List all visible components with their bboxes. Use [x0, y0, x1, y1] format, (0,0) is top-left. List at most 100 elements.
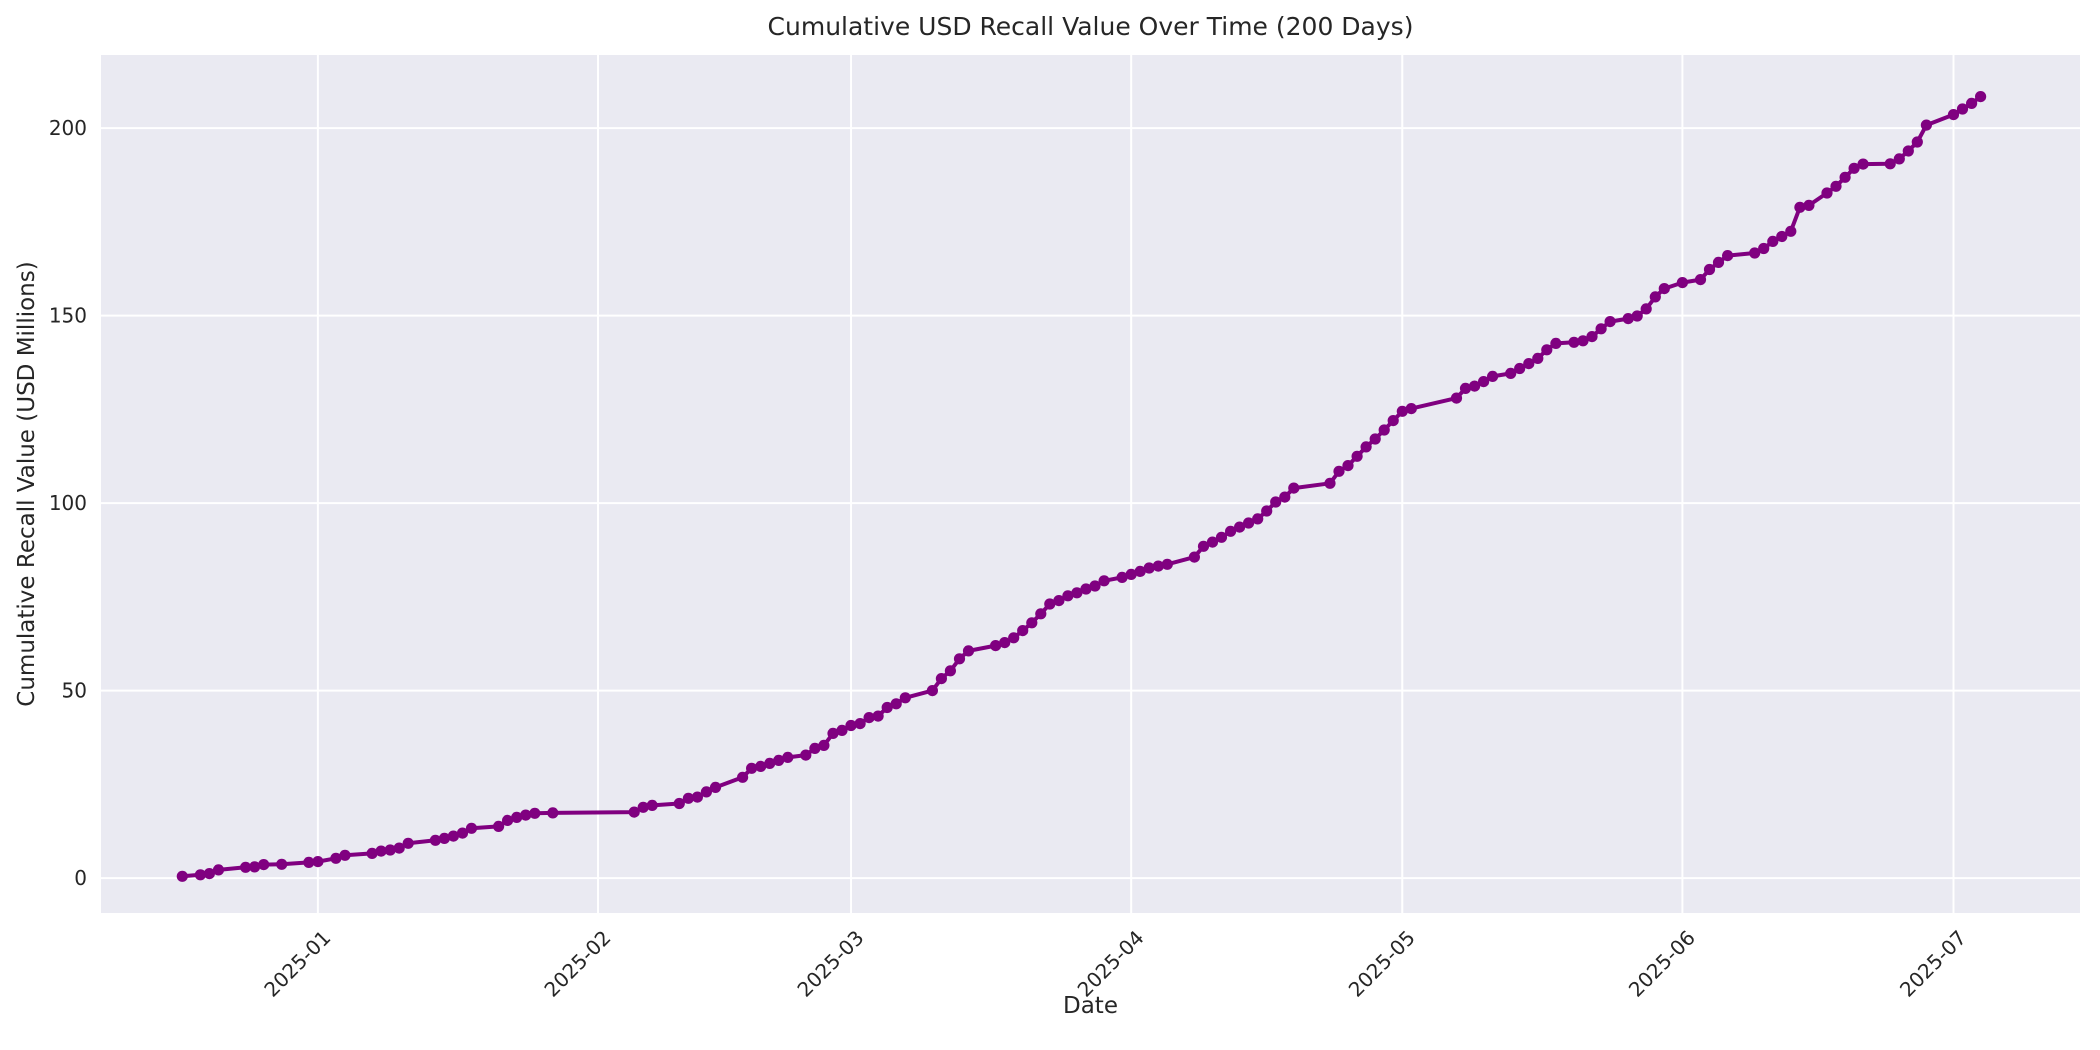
data-point-marker	[1749, 247, 1761, 259]
data-point-marker	[465, 822, 478, 834]
data-point-marker	[1586, 331, 1598, 343]
x-tick-label: 2025-06	[1624, 926, 1700, 1002]
data-point-marker	[1703, 263, 1716, 276]
data-point-marker	[1188, 551, 1200, 563]
data-point-marker	[1134, 565, 1146, 578]
data-point-marker	[1920, 119, 1932, 131]
data-point-marker	[1947, 109, 1960, 121]
data-point-marker	[1378, 424, 1390, 436]
data-point-marker	[1234, 521, 1246, 533]
y-tick-label: 200	[49, 116, 87, 140]
data-point-marker	[1152, 560, 1164, 572]
data-point-marker	[1080, 583, 1092, 595]
data-point-marker	[953, 653, 966, 665]
data-point-marker	[827, 727, 839, 740]
data-point-marker	[1595, 323, 1607, 335]
data-point-marker	[1568, 336, 1580, 348]
data-point-marker	[393, 842, 405, 854]
data-point-marker	[1469, 380, 1481, 392]
data-point-marker	[258, 859, 270, 871]
data-point-marker	[1658, 283, 1670, 295]
data-point-marker	[1776, 230, 1788, 243]
data-point-marker	[1143, 562, 1155, 574]
data-point-marker	[962, 645, 975, 657]
data-point-marker	[176, 870, 188, 882]
data-point-marker	[1116, 571, 1128, 584]
data-point-marker	[1098, 575, 1110, 587]
data-point-marker	[1514, 362, 1526, 375]
data-point-marker	[1215, 531, 1228, 543]
data-point-marker	[1071, 587, 1083, 599]
chart-title: Cumulative USD Recall Value Over Time (2…	[767, 12, 1414, 41]
data-markers	[176, 91, 1987, 882]
data-point-marker	[384, 844, 396, 856]
data-point-marker	[782, 751, 794, 764]
data-point-marker	[1785, 225, 1797, 237]
data-point-marker	[1676, 277, 1688, 289]
data-point-marker	[700, 786, 713, 798]
data-point-marker	[764, 757, 776, 770]
data-point-marker	[1351, 450, 1363, 462]
data-point-marker	[303, 856, 315, 869]
data-point-marker	[212, 864, 225, 876]
data-point-marker	[429, 834, 441, 846]
data-point-marker	[1523, 358, 1535, 370]
data-point-marker	[863, 712, 875, 724]
data-point-marker	[637, 801, 649, 813]
data-point-marker	[1975, 91, 1987, 103]
data-point-marker	[1125, 568, 1137, 581]
data-point-marker	[366, 847, 378, 860]
data-point-marker	[836, 724, 848, 737]
data-point-marker	[1288, 482, 1300, 494]
x-tick-label: 2025-05	[1344, 926, 1420, 1002]
data-point-marker	[628, 806, 640, 818]
data-point-marker	[1541, 344, 1553, 356]
data-point-marker	[890, 698, 902, 710]
data-point-marker	[1803, 199, 1815, 211]
data-point-marker	[1505, 367, 1517, 379]
data-point-marker	[1767, 235, 1779, 247]
data-point-marker	[1324, 477, 1336, 489]
data-point-marker	[1062, 590, 1074, 602]
data-point-marker	[1966, 97, 1978, 109]
data-point-marker	[1487, 370, 1499, 382]
data-point-marker	[800, 749, 812, 761]
data-point-marker	[1017, 625, 1029, 637]
data-point-marker	[682, 792, 695, 804]
data-point-marker	[511, 811, 523, 824]
data-point-marker	[818, 739, 830, 752]
y-axis-label: Cumulative Recall Value (USD Millions)	[14, 261, 40, 707]
data-point-marker	[1197, 540, 1210, 552]
data-point-marker	[1893, 153, 1905, 165]
data-point-marker	[1261, 505, 1273, 517]
data-point-marker	[1884, 158, 1896, 170]
data-point-marker	[1550, 337, 1562, 349]
x-tick-label: 2025-03	[792, 926, 868, 1002]
y-tick-label: 50	[62, 679, 87, 703]
data-point-marker	[1911, 136, 1923, 148]
data-point-marker	[1225, 525, 1237, 537]
data-point-marker	[276, 858, 288, 870]
data-point-marker	[438, 832, 450, 845]
x-tick-label: 2025-04	[1073, 926, 1149, 1002]
data-point-marker	[240, 861, 252, 873]
data-point-marker	[1243, 517, 1255, 529]
data-point-marker	[1758, 242, 1770, 255]
data-point-marker	[502, 814, 514, 827]
data-point-marker	[312, 856, 324, 868]
data-point-marker	[691, 791, 704, 803]
data-point-marker	[990, 640, 1002, 652]
data-point-marker	[646, 799, 658, 812]
data-point-marker	[1532, 352, 1544, 364]
data-point-marker	[203, 868, 215, 880]
data-point-marker	[1839, 171, 1851, 183]
data-point-marker	[1722, 250, 1734, 262]
data-point-marker	[249, 861, 261, 873]
data-point-marker	[746, 762, 758, 774]
data-point-marker	[1794, 201, 1806, 213]
data-point-marker	[709, 781, 722, 794]
data-point-marker	[520, 809, 532, 821]
data-point-marker	[1631, 310, 1643, 322]
data-point-marker	[899, 692, 911, 704]
data-point-marker	[1848, 162, 1860, 174]
